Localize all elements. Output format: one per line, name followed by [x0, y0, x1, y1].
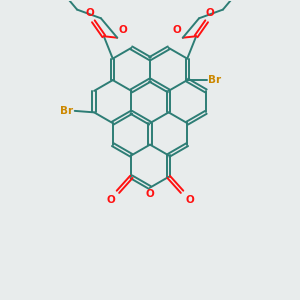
Text: O: O: [86, 8, 95, 18]
Text: O: O: [205, 8, 214, 18]
Text: Br: Br: [208, 75, 221, 85]
Text: O: O: [146, 189, 154, 199]
Text: O: O: [119, 25, 128, 35]
Text: O: O: [172, 25, 181, 35]
Text: Br: Br: [60, 106, 73, 116]
Text: O: O: [106, 195, 115, 205]
Text: O: O: [185, 195, 194, 205]
